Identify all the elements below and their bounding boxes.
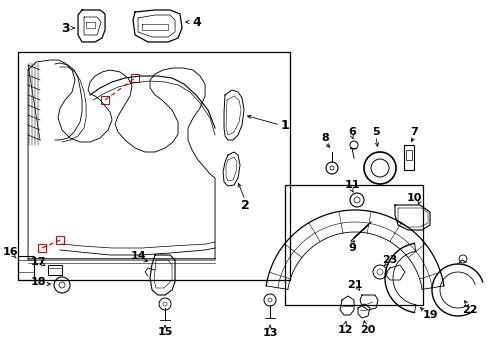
Text: 3: 3 (61, 22, 69, 35)
Bar (285, 185, 422, 305)
Bar (405, 150, 411, 160)
Bar (18, 256, 34, 280)
Text: 21: 21 (346, 280, 362, 290)
Text: 20: 20 (360, 325, 375, 335)
Text: 16: 16 (2, 247, 18, 257)
Text: 17: 17 (30, 257, 46, 267)
Text: 12: 12 (337, 325, 352, 335)
Bar (56, 236, 64, 244)
Bar (48, 265, 62, 275)
Bar (38, 244, 46, 252)
Text: 9: 9 (347, 243, 355, 253)
Bar (403, 145, 413, 170)
Text: 6: 6 (347, 127, 355, 137)
Text: 15: 15 (157, 327, 172, 337)
Text: 22: 22 (461, 305, 477, 315)
Text: 18: 18 (30, 277, 46, 287)
Text: 23: 23 (382, 255, 397, 265)
Text: 4: 4 (192, 15, 201, 28)
Text: 14: 14 (130, 251, 145, 261)
Text: 13: 13 (262, 328, 277, 338)
Bar (131, 74, 139, 82)
Text: 19: 19 (421, 310, 437, 320)
Text: 11: 11 (344, 180, 359, 190)
Bar (101, 96, 109, 104)
Text: 5: 5 (371, 127, 379, 137)
Bar (18, 52, 289, 280)
Text: 1: 1 (280, 118, 289, 131)
Text: 8: 8 (321, 133, 328, 143)
Text: 7: 7 (409, 127, 417, 137)
Text: 10: 10 (406, 193, 421, 203)
Text: 2: 2 (240, 198, 249, 212)
